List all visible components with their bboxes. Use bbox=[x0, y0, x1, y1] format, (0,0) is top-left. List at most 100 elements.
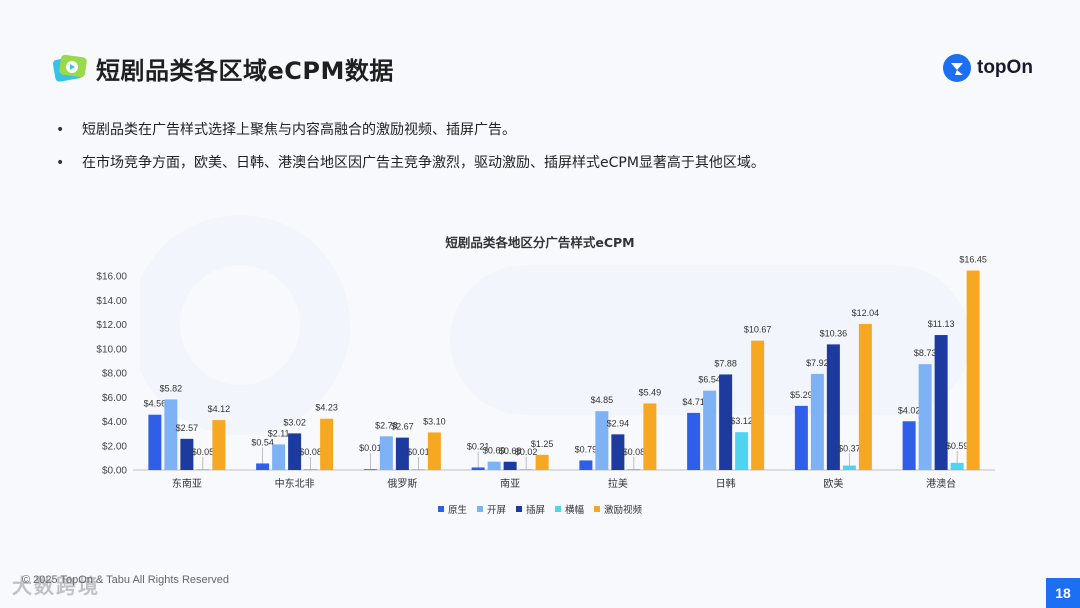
data-label: $0.05 bbox=[192, 447, 215, 457]
bar-插屏 bbox=[395, 437, 409, 470]
legend-item: 激励视频 bbox=[594, 502, 642, 516]
page-title: 短剧品类各区域eCPM数据 bbox=[96, 56, 394, 85]
legend-swatch bbox=[594, 506, 601, 512]
data-label: $0.21 bbox=[467, 441, 490, 451]
legend-label: 横幅 bbox=[565, 505, 585, 516]
brand-name: topOn bbox=[977, 57, 1033, 78]
bar-横幅 bbox=[304, 469, 318, 470]
data-label: $11.13 bbox=[928, 319, 955, 329]
data-label: $7.92 bbox=[806, 358, 829, 368]
y-tick-label: $12.00 bbox=[96, 320, 127, 331]
data-label: $3.12 bbox=[730, 416, 753, 426]
y-tick-label: $2.00 bbox=[102, 441, 127, 452]
bar-激励视频 bbox=[751, 340, 765, 470]
x-category-label: 拉美 bbox=[608, 477, 628, 490]
data-label: $12.04 bbox=[852, 308, 880, 318]
bar-激励视频 bbox=[320, 418, 334, 470]
bar-横幅 bbox=[735, 432, 749, 470]
bullet-item: 在市场竞争方面，欧美、日韩、港澳台地区因广告主竞争激烈，驱动激励、插屏样式eCP… bbox=[56, 153, 1036, 173]
bar-原生 bbox=[902, 421, 916, 470]
data-label: $0.54 bbox=[251, 437, 274, 447]
page-number: 18 bbox=[1046, 578, 1080, 608]
data-label: $4.56 bbox=[144, 399, 167, 409]
legend-item: 插屏 bbox=[515, 502, 545, 516]
legend-item: 横幅 bbox=[555, 502, 584, 516]
legend-label: 插屏 bbox=[525, 505, 545, 516]
bar-插屏 bbox=[180, 438, 194, 470]
data-label: $0.68 bbox=[499, 446, 522, 456]
data-label: $8.73 bbox=[914, 348, 937, 358]
data-label: $4.85 bbox=[591, 395, 614, 405]
y-tick-label: $16.00 bbox=[96, 272, 127, 283]
data-label: $4.23 bbox=[315, 403, 338, 413]
legend-swatch bbox=[437, 506, 444, 512]
x-category-label: 港澳台 bbox=[926, 477, 956, 490]
data-label: $2.94 bbox=[607, 418, 630, 428]
x-category-label: 中东北非 bbox=[275, 477, 315, 490]
legend-swatch bbox=[476, 506, 483, 512]
bar-原生 bbox=[363, 469, 377, 470]
bullet-item: 短剧品类在广告样式选择上聚焦与内容高融合的激励视频、插屏广告。 bbox=[56, 120, 1036, 140]
x-category-label: 南亚 bbox=[500, 477, 520, 490]
bar-激励视频 bbox=[535, 454, 549, 470]
data-label: $0.01 bbox=[359, 443, 382, 453]
bar-原生 bbox=[471, 467, 485, 470]
y-tick-label: $6.00 bbox=[102, 393, 127, 404]
copyright-text: © 2025 TopOn & Tabu All Rights Reserved bbox=[22, 574, 230, 586]
bar-原生 bbox=[687, 412, 701, 470]
x-category-label: 东南亚 bbox=[172, 477, 202, 490]
bar-开屏 bbox=[595, 411, 609, 470]
bullet-list: 短剧品类在广告样式选择上聚焦与内容高融合的激励视频、插屏广告。 在市场竞争方面，… bbox=[56, 120, 1036, 186]
bar-横幅 bbox=[842, 465, 856, 470]
bar-开屏 bbox=[487, 461, 501, 470]
bar-原生 bbox=[579, 460, 593, 470]
data-label: $2.78 bbox=[375, 420, 398, 430]
data-label: $2.57 bbox=[176, 423, 199, 433]
bar-激励视频 bbox=[643, 403, 657, 470]
y-tick-label: $8.00 bbox=[102, 369, 127, 380]
data-label: $16.45 bbox=[959, 255, 987, 265]
legend-item: 原生 bbox=[437, 502, 467, 516]
x-category-label: 日韩 bbox=[716, 477, 736, 490]
bar-激励视频 bbox=[966, 270, 980, 470]
data-label: $1.25 bbox=[531, 439, 554, 449]
data-label: $10.67 bbox=[744, 325, 772, 335]
legend-label: 激励视频 bbox=[604, 505, 643, 516]
bar-横幅 bbox=[950, 462, 964, 470]
bar-插屏 bbox=[826, 344, 840, 470]
bar-原生 bbox=[148, 414, 162, 470]
bar-插屏 bbox=[611, 434, 625, 470]
bar-激励视频 bbox=[427, 432, 441, 470]
data-label: $3.02 bbox=[283, 417, 306, 427]
legend-item: 开屏 bbox=[476, 502, 506, 516]
bar-开屏 bbox=[272, 444, 286, 470]
bar-插屏 bbox=[288, 433, 302, 470]
topon-logo-icon bbox=[943, 54, 971, 82]
data-label: $0.79 bbox=[575, 444, 598, 454]
bar-激励视频 bbox=[858, 324, 872, 470]
bar-横幅 bbox=[411, 469, 425, 470]
bar-原生 bbox=[794, 405, 808, 470]
data-label: $0.59 bbox=[946, 441, 969, 451]
data-label: $6.54 bbox=[698, 375, 721, 385]
bar-开屏 bbox=[164, 399, 178, 470]
data-label: $0.08 bbox=[299, 447, 322, 457]
bar-开屏 bbox=[703, 390, 717, 470]
legend-label: 原生 bbox=[447, 505, 467, 516]
data-label: $0.01 bbox=[407, 447, 430, 457]
bar-开屏 bbox=[379, 436, 393, 470]
data-label: $4.12 bbox=[208, 404, 231, 414]
data-label: $5.49 bbox=[639, 387, 662, 397]
legend-swatch bbox=[515, 506, 522, 512]
bar-开屏 bbox=[810, 373, 824, 470]
play-card-icon bbox=[52, 54, 87, 82]
data-label: $0.69 bbox=[483, 446, 506, 456]
x-category-label: 欧美 bbox=[823, 477, 843, 490]
bar-激励视频 bbox=[212, 420, 226, 470]
legend-label: 开屏 bbox=[486, 505, 506, 516]
bar-插屏 bbox=[934, 335, 948, 470]
y-tick-label: $4.00 bbox=[102, 417, 127, 428]
data-label: $5.82 bbox=[160, 383, 183, 393]
